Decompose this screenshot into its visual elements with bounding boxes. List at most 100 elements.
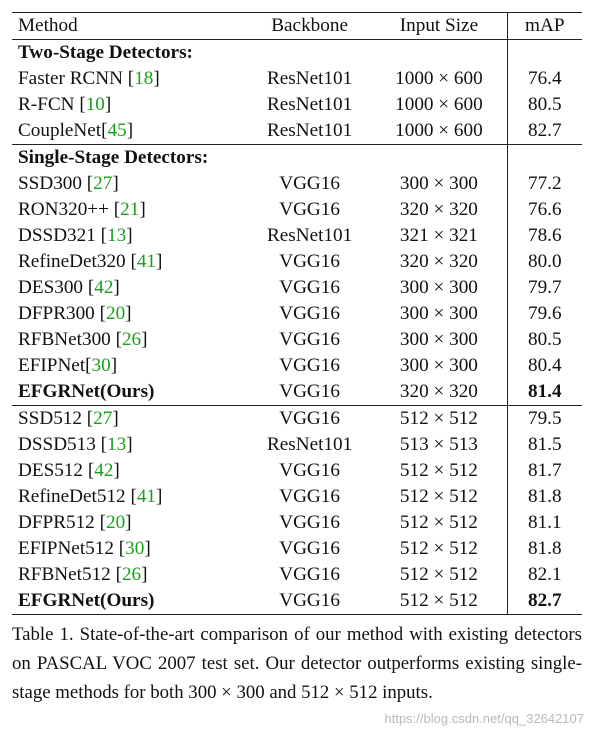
- method-name: RON320++: [18, 199, 109, 220]
- table-row: DFPR512 [20] VGG16 512 × 512 81.1: [12, 510, 582, 536]
- method-cell: DES300 [42]: [18, 277, 120, 298]
- citation-link[interactable]: 41: [136, 251, 157, 272]
- map-cell: 80.5: [527, 329, 562, 350]
- empty-cell: [371, 144, 508, 171]
- method-name: DFPR512: [18, 512, 95, 533]
- empty-cell: [507, 39, 582, 66]
- results-table: Method Backbone Input Size mAP Two-Stage…: [12, 12, 582, 615]
- backbone-cell: VGG16: [279, 173, 340, 194]
- citation-link[interactable]: 45: [107, 120, 127, 141]
- input-size-cell: 300 × 300: [371, 301, 508, 327]
- header-method: Method: [12, 12, 248, 40]
- citation-link[interactable]: 21: [120, 199, 140, 220]
- method-cell: Faster RCNN [18]: [18, 68, 160, 89]
- method-name: RFBNet300: [18, 329, 111, 350]
- citation-link[interactable]: 26: [121, 564, 142, 585]
- empty-cell: [247, 144, 372, 171]
- table-row: R-FCN [10] ResNet101 1000 × 600 80.5: [12, 92, 582, 118]
- map-cell: 82.1: [527, 564, 562, 585]
- input-size-cell: 1000 × 600: [371, 66, 508, 92]
- table-caption: Table 1. State-of-the-art comparison of …: [12, 624, 582, 703]
- citation-link[interactable]: 10: [85, 94, 105, 115]
- table-row: EFGRNet(Ours) VGG16 512 × 512 82.7: [12, 588, 582, 615]
- method-name: RefineDet512: [18, 486, 126, 507]
- method-cell: DSSD513 [13]: [18, 434, 133, 455]
- backbone-cell: VGG16: [279, 460, 340, 481]
- citation-link[interactable]: 42: [94, 277, 114, 298]
- table-row: RFBNet512 [26] VGG16 512 × 512 82.1: [12, 562, 582, 588]
- method-name: DSSD513: [18, 434, 96, 455]
- input-size-cell: 320 × 320: [371, 249, 508, 275]
- empty-cell: [507, 144, 582, 171]
- map-cell: 81.5: [527, 434, 562, 455]
- input-size-cell: 300 × 300: [371, 327, 508, 353]
- method-cell: RFBNet512 [26]: [18, 564, 148, 585]
- method-cell: SSD300 [27]: [18, 173, 119, 194]
- table-row: RefineDet512 [41] VGG16 512 × 512 81.8: [12, 484, 582, 510]
- map-cell: 79.7: [527, 277, 562, 298]
- method-cell: RefineDet320 [41]: [18, 251, 163, 272]
- method-name: EFIPNet512: [18, 538, 114, 559]
- map-cell: 81.7: [527, 460, 562, 481]
- citation-link[interactable]: 42: [94, 460, 114, 481]
- backbone-cell: ResNet101: [266, 434, 353, 455]
- input-size-cell: 512 × 512: [371, 562, 508, 588]
- input-size-cell: 512 × 512: [371, 536, 508, 562]
- map-cell: 77.2: [527, 173, 562, 194]
- method-cell: EFGRNet(Ours): [12, 588, 248, 615]
- citation-link[interactable]: 20: [105, 303, 126, 324]
- table-row: EFIPNet512 [30] VGG16 512 × 512 81.8: [12, 536, 582, 562]
- table-row: CoupleNet[45] ResNet101 1000 × 600 82.7: [12, 118, 582, 145]
- citation-link[interactable]: 20: [105, 512, 126, 533]
- backbone-cell: ResNet101: [266, 94, 353, 115]
- input-size-cell: 1000 × 600: [371, 118, 508, 145]
- table-row: DES300 [42] VGG16 300 × 300 79.7: [12, 275, 582, 301]
- map-cell: 80.0: [527, 251, 562, 272]
- map-cell: 78.6: [527, 225, 562, 246]
- header-input-size: Input Size: [371, 12, 508, 40]
- method-name: CoupleNet: [18, 120, 102, 141]
- method-cell: SSD512 [27]: [12, 405, 248, 432]
- citation-link[interactable]: 27: [93, 173, 113, 194]
- input-size-cell: 300 × 300: [371, 353, 508, 379]
- map-cell: 79.5: [507, 405, 582, 432]
- citation-link[interactable]: 41: [136, 486, 157, 507]
- backbone-cell: VGG16: [279, 538, 340, 559]
- watermark: https://blog.csdn.net/qq_32642107: [384, 711, 585, 726]
- citation-link[interactable]: 27: [93, 408, 113, 429]
- map-cell: 80.4: [527, 355, 562, 376]
- input-size-cell: 300 × 300: [371, 275, 508, 301]
- table-row: DSSD513 [13] ResNet101 513 × 513 81.5: [12, 432, 582, 458]
- method-cell: DES512 [42]: [18, 460, 120, 481]
- backbone-cell: VGG16: [247, 405, 372, 432]
- method-cell: RON320++ [21]: [18, 199, 146, 220]
- table-row: Faster RCNN [18] ResNet101 1000 × 600 76.4: [12, 66, 582, 92]
- empty-cell: [371, 39, 508, 66]
- method-name: DES300: [18, 277, 84, 298]
- method-cell: EFGRNet(Ours): [12, 379, 248, 406]
- table-row: DFPR300 [20] VGG16 300 × 300 79.6: [12, 301, 582, 327]
- backbone-cell: VGG16: [279, 381, 340, 402]
- map-cell: 79.6: [527, 303, 562, 324]
- citation-link[interactable]: 30: [125, 538, 145, 559]
- method-name: DES512: [18, 460, 84, 481]
- backbone-cell: VGG16: [279, 199, 340, 220]
- method-cell: DSSD321 [13]: [18, 225, 133, 246]
- backbone-cell: ResNet101: [266, 120, 353, 141]
- section-title: Single-Stage Detectors:: [12, 144, 248, 171]
- method-name: R-FCN: [18, 94, 75, 115]
- citation-link[interactable]: 26: [121, 329, 142, 350]
- header-row: Method Backbone Input Size mAP: [12, 12, 582, 40]
- section-header: Two-Stage Detectors:: [12, 39, 582, 66]
- citation-link[interactable]: 18: [134, 68, 154, 89]
- method-cell: EFIPNet[30]: [18, 355, 118, 376]
- map-cell: 80.5: [527, 94, 562, 115]
- method-name: RefineDet320: [18, 251, 126, 272]
- table-row: DSSD321 [13] ResNet101 321 × 321 78.6: [12, 223, 582, 249]
- backbone-cell: VGG16: [279, 512, 340, 533]
- backbone-cell: VGG16: [279, 355, 340, 376]
- backbone-cell: VGG16: [279, 329, 340, 350]
- citation-link[interactable]: 13: [107, 434, 127, 455]
- citation-link[interactable]: 30: [91, 355, 111, 376]
- citation-link[interactable]: 13: [107, 225, 127, 246]
